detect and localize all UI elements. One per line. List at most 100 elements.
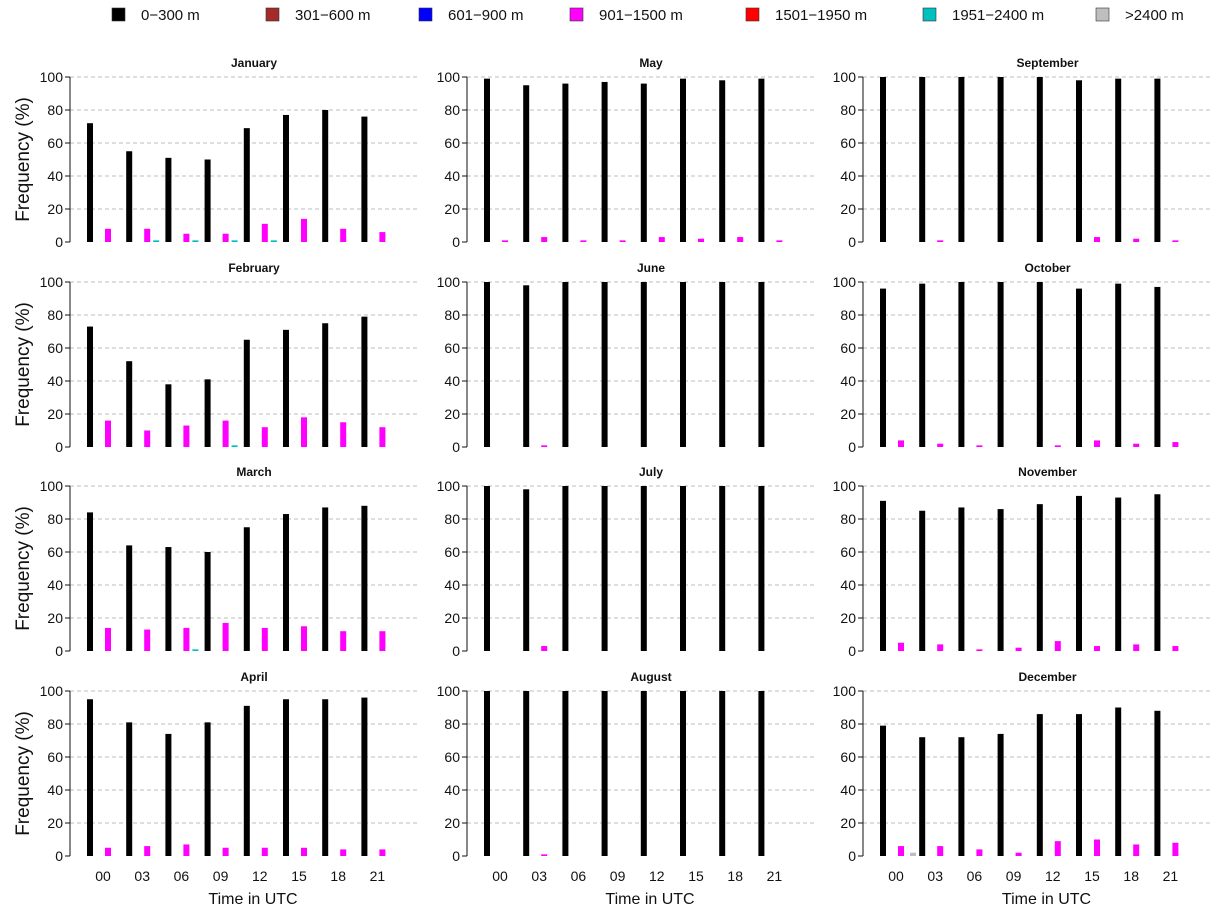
bar bbox=[105, 847, 111, 856]
bar bbox=[997, 733, 1004, 856]
legend-swatch bbox=[569, 7, 584, 22]
panel-title: October bbox=[1024, 261, 1070, 275]
bar bbox=[204, 722, 211, 856]
bar bbox=[1133, 844, 1140, 856]
y-tick-label: 20 bbox=[47, 406, 63, 422]
y-tick-label: 40 bbox=[840, 782, 856, 798]
y-tick-label: 20 bbox=[840, 610, 856, 626]
bar bbox=[105, 420, 111, 447]
bar bbox=[192, 649, 199, 651]
legend-label: 301−600 m bbox=[295, 7, 370, 24]
panel-title: April bbox=[240, 670, 267, 684]
bar bbox=[126, 722, 133, 856]
bar bbox=[361, 316, 368, 447]
y-tick-label: 0 bbox=[55, 643, 63, 659]
y-tick-label: 80 bbox=[444, 102, 460, 118]
bar bbox=[541, 445, 548, 447]
bar bbox=[126, 151, 133, 242]
bar bbox=[1076, 288, 1082, 447]
x-axis-title: Time in UTC bbox=[605, 891, 694, 908]
y-tick-label: 0 bbox=[452, 643, 460, 659]
y-tick-label: 0 bbox=[848, 643, 856, 659]
bar bbox=[958, 282, 965, 447]
legend-item: >2400 m bbox=[1095, 7, 1184, 24]
bar bbox=[601, 486, 608, 651]
bar bbox=[340, 849, 347, 856]
x-tick-label: 12 bbox=[1045, 868, 1061, 884]
bar bbox=[270, 240, 277, 242]
y-axis-title: Frequency (%) bbox=[13, 506, 34, 631]
bar bbox=[243, 705, 250, 856]
x-tick-label: 03 bbox=[927, 868, 943, 884]
bar bbox=[1054, 841, 1061, 856]
y-tick-label: 0 bbox=[55, 439, 63, 455]
bar bbox=[1076, 495, 1082, 651]
y-tick-label: 60 bbox=[840, 749, 856, 765]
x-tick-label: 18 bbox=[1123, 868, 1139, 884]
y-tick-label: 40 bbox=[840, 577, 856, 593]
y-tick-label: 60 bbox=[840, 544, 856, 560]
bar bbox=[231, 240, 238, 242]
bar bbox=[880, 77, 886, 242]
y-tick-label: 0 bbox=[452, 234, 460, 250]
bar bbox=[361, 116, 368, 242]
y-tick-label: 60 bbox=[444, 340, 460, 356]
bar bbox=[919, 77, 926, 242]
panel-february: February 0 20 40 60 80 100 bbox=[40, 261, 418, 455]
x-tick-label: 00 bbox=[492, 868, 508, 884]
x-tick-label: 00 bbox=[95, 868, 111, 884]
bar bbox=[87, 123, 93, 242]
bar bbox=[1115, 78, 1122, 243]
bar bbox=[1154, 494, 1161, 651]
bar bbox=[758, 282, 765, 447]
panel-november: November 0 20 40 60 80 100 bbox=[833, 465, 1212, 659]
bar bbox=[322, 323, 329, 447]
y-tick-label: 80 bbox=[840, 307, 856, 323]
panel-title: January bbox=[231, 56, 277, 70]
bar bbox=[484, 691, 490, 856]
bar bbox=[340, 631, 347, 651]
bar bbox=[1076, 714, 1082, 856]
bar bbox=[1015, 647, 1022, 651]
panel-title: December bbox=[1018, 670, 1076, 684]
bar bbox=[1154, 286, 1161, 447]
bar bbox=[958, 737, 965, 856]
y-tick-label: 80 bbox=[840, 716, 856, 732]
y-tick-label: 20 bbox=[444, 610, 460, 626]
bar bbox=[1115, 497, 1122, 651]
bar bbox=[976, 849, 983, 856]
bar bbox=[192, 240, 199, 242]
y-tick-label: 100 bbox=[437, 274, 461, 290]
y-tick-label: 0 bbox=[848, 234, 856, 250]
y-tick-label: 100 bbox=[40, 478, 64, 494]
legend-item: 1501−1950 m bbox=[745, 7, 867, 24]
bar bbox=[1172, 646, 1179, 651]
bar bbox=[523, 691, 530, 856]
bar bbox=[144, 430, 151, 447]
y-tick-label: 80 bbox=[444, 716, 460, 732]
bar bbox=[919, 283, 926, 447]
bar bbox=[105, 627, 111, 651]
bar bbox=[680, 486, 686, 651]
legend-swatch bbox=[1095, 7, 1110, 22]
y-tick-label: 60 bbox=[47, 749, 63, 765]
bar bbox=[1036, 282, 1043, 447]
y-axis-title: Frequency (%) bbox=[13, 711, 34, 836]
bar bbox=[1054, 445, 1061, 447]
y-tick-label: 20 bbox=[444, 406, 460, 422]
y-tick-label: 80 bbox=[840, 102, 856, 118]
bar bbox=[261, 627, 268, 651]
bar bbox=[937, 240, 944, 242]
bar bbox=[719, 282, 726, 447]
y-tick-label: 60 bbox=[444, 544, 460, 560]
x-tick-label: 15 bbox=[1084, 868, 1100, 884]
bar bbox=[580, 240, 587, 242]
bar bbox=[541, 237, 548, 242]
bar bbox=[541, 854, 548, 856]
y-tick-label: 80 bbox=[444, 511, 460, 527]
panel-april: April 0 20 40 60 80 100 00 03 06 09 12 15 18 21 bbox=[40, 670, 418, 884]
bar bbox=[1172, 442, 1179, 447]
bar bbox=[562, 282, 569, 447]
panel-december: December 0 20 40 60 80 100 00 03 06 09 12 15 18 21 bbox=[833, 670, 1212, 884]
y-tick-label: 20 bbox=[444, 815, 460, 831]
